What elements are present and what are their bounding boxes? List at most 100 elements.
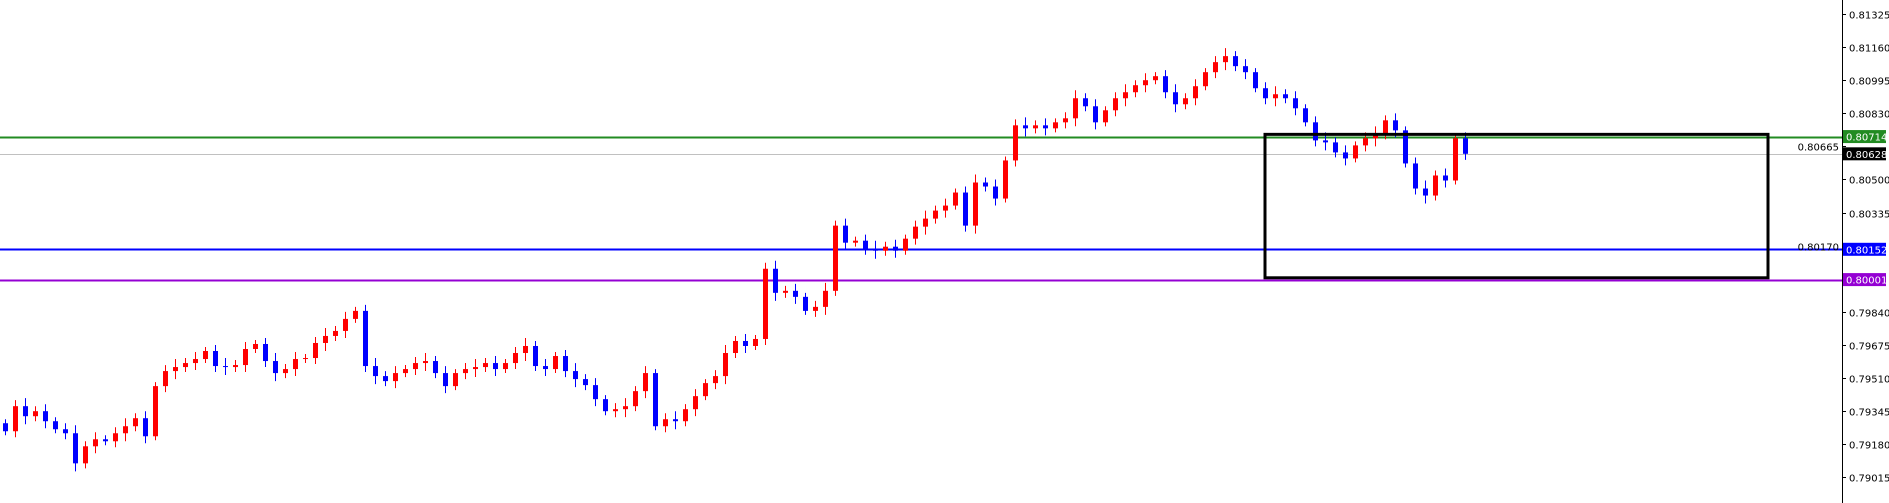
candle [1293, 91, 1298, 116]
candle-body [793, 290, 798, 297]
candle [1303, 104, 1308, 127]
candle-body [443, 373, 448, 387]
candle-body [1133, 85, 1138, 93]
candle-body [663, 419, 668, 427]
candle-body [1183, 98, 1188, 105]
candle [1003, 156, 1008, 203]
price-label: 0.80001 [1843, 273, 1887, 287]
candle-body [253, 343, 258, 350]
candle-body [893, 246, 898, 251]
candle [313, 336, 318, 365]
candle [243, 342, 248, 373]
candle [1313, 116, 1318, 147]
y-tick-label: 0.79180 [1849, 441, 1889, 452]
candle-body [173, 367, 178, 372]
candle-body [1263, 88, 1268, 99]
candle [703, 379, 708, 401]
candle [523, 337, 528, 362]
price-label-text: 0.80714 [1846, 133, 1887, 144]
candle [973, 174, 978, 234]
candle-body [733, 340, 738, 354]
candle [443, 366, 448, 394]
candle-body [513, 353, 518, 364]
candle [1133, 80, 1138, 98]
candle [183, 358, 188, 373]
candle [1263, 82, 1268, 105]
candle-body [323, 335, 328, 343]
candle-body [1203, 72, 1208, 87]
candle-body [333, 330, 338, 336]
candle-body [1213, 62, 1218, 73]
candle-body [1073, 98, 1078, 119]
candle [1063, 112, 1068, 129]
candle-body [843, 225, 848, 243]
candle [533, 340, 538, 372]
candle-body [903, 238, 908, 251]
candle-body [1123, 92, 1128, 99]
candle [73, 425, 78, 472]
candle [483, 358, 488, 373]
price-label-text: 0.80152 [1846, 245, 1887, 256]
candle [1163, 70, 1168, 99]
candle [933, 205, 938, 224]
candle-body [603, 399, 608, 412]
candle-body [303, 358, 308, 360]
candle-body [873, 248, 878, 251]
y-tick-label: 0.79345 [1849, 408, 1889, 419]
candle-body [213, 351, 218, 367]
candle [433, 356, 438, 379]
candle-body [613, 409, 618, 412]
candle [403, 365, 408, 378]
zone-rectangle-shape[interactable] [1263, 132, 1770, 280]
candle-body [883, 246, 888, 251]
candle [743, 333, 748, 353]
price-label-text: 0.80001 [1846, 276, 1887, 287]
candle [1053, 118, 1058, 133]
candle [543, 359, 548, 377]
candle [3, 419, 8, 436]
candle [1153, 72, 1158, 85]
candle-body [293, 359, 298, 370]
candle [463, 363, 468, 380]
candle [1013, 119, 1018, 167]
candle [603, 395, 608, 416]
candle [1273, 86, 1278, 107]
candle-body [203, 351, 208, 360]
candle [503, 359, 508, 374]
y-tick-label: 0.79510 [1849, 375, 1889, 386]
candle-body [1063, 118, 1068, 123]
candle [1353, 141, 1358, 163]
price-label-box [1843, 147, 1886, 161]
candle [563, 350, 568, 378]
candle-body [1443, 175, 1448, 181]
candle-body [73, 433, 78, 464]
candle-body [693, 396, 698, 410]
candle-body [1243, 66, 1248, 73]
y-tick-label: 0.80665 [1798, 143, 1839, 154]
candle-body [703, 383, 708, 397]
horizontal-lines [0, 136, 1842, 282]
candle [1023, 117, 1028, 137]
candle [903, 234, 908, 255]
candle [693, 389, 698, 417]
candle [853, 236, 858, 247]
candle-body [43, 411, 48, 422]
candle [1463, 132, 1468, 160]
candle-body [423, 361, 428, 364]
candle-body [1093, 106, 1098, 123]
y-tick-label: 0.79675 [1849, 342, 1889, 353]
y-tick-label: 0.80170 [1798, 243, 1839, 254]
candle-body [953, 192, 958, 206]
candle-body [363, 310, 368, 367]
candle-body [593, 385, 598, 400]
candle [1403, 126, 1408, 168]
price-label: 0.80714 [1843, 130, 1887, 144]
candle [1373, 126, 1378, 147]
price-line-labels: 0.80714 0.80628 0.80152 0.80001 [1843, 130, 1887, 287]
candle [1173, 84, 1178, 113]
candle-body [573, 371, 578, 380]
candle [193, 352, 198, 371]
candle-body [463, 369, 468, 374]
candle-body [143, 418, 148, 437]
candle [633, 386, 638, 412]
